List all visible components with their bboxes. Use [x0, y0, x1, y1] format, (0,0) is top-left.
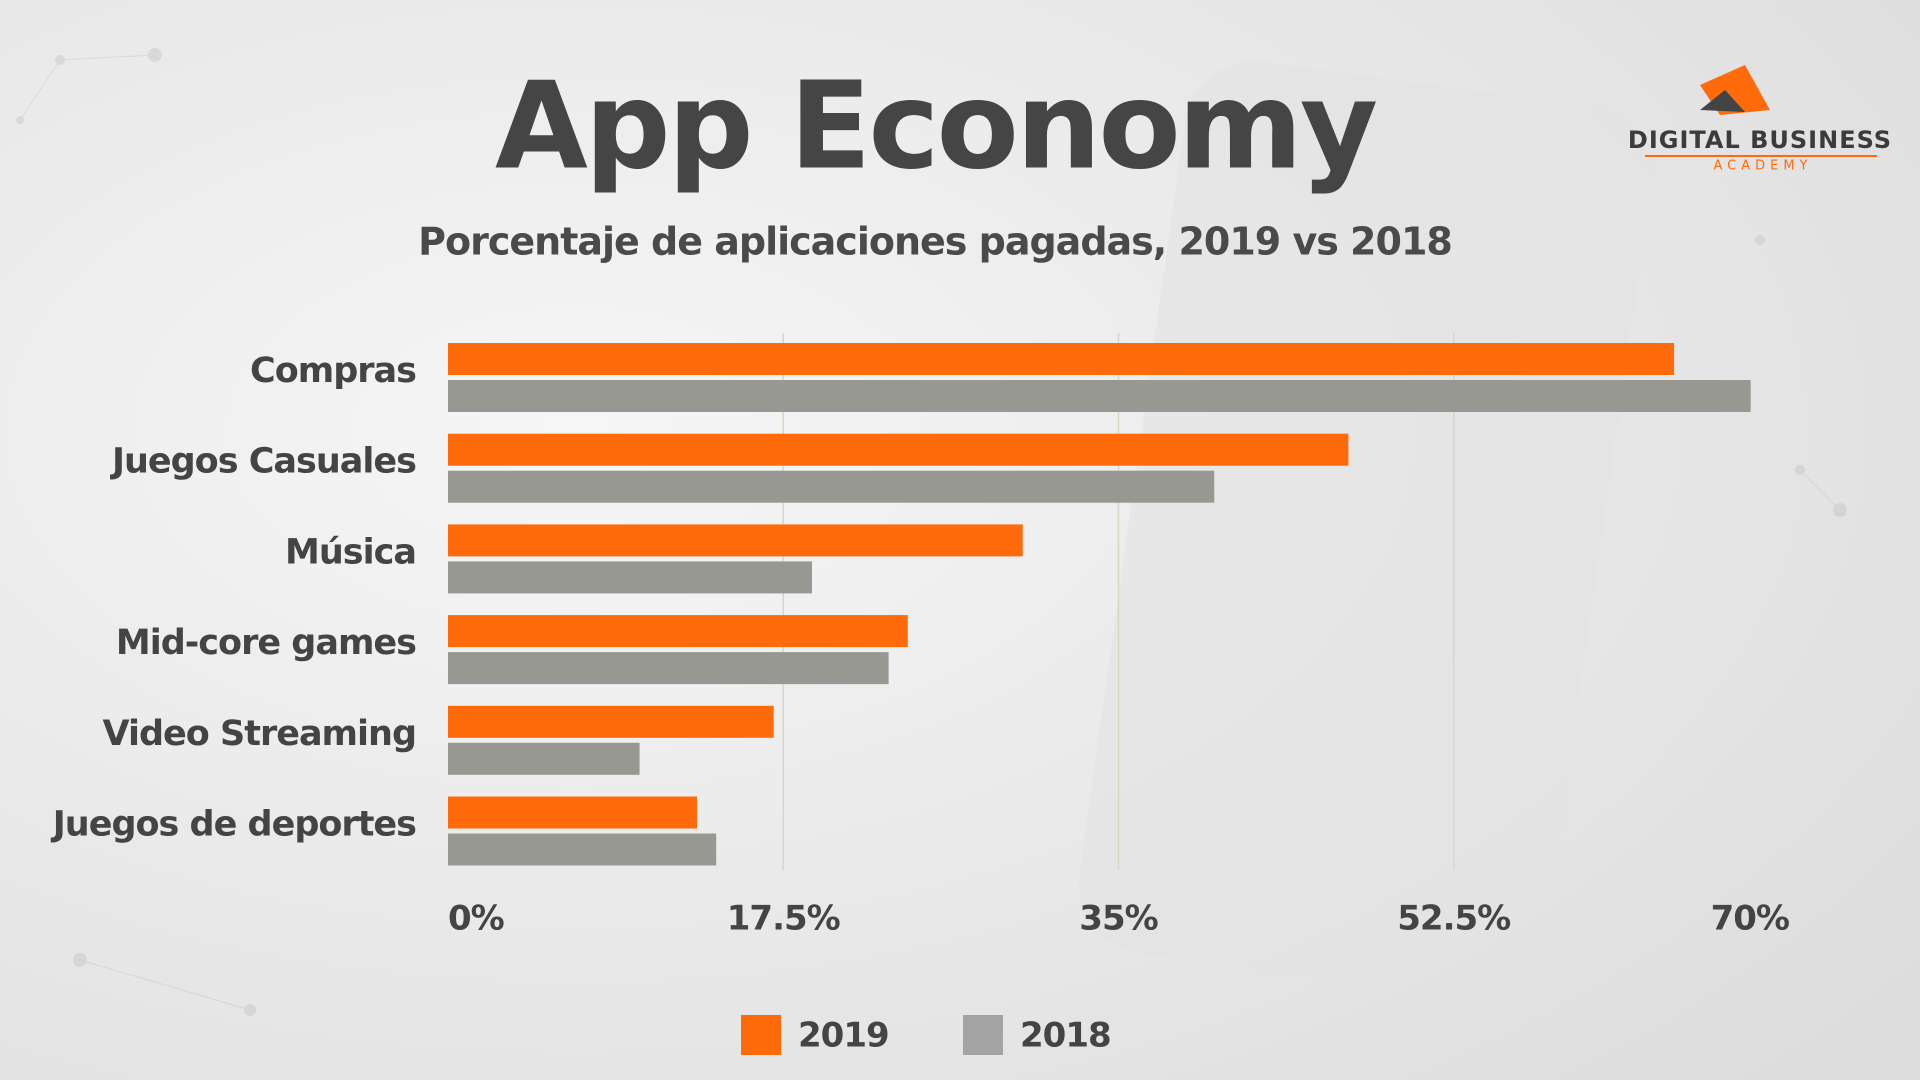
- bar: [448, 652, 889, 685]
- bar: [448, 742, 640, 775]
- logo-mark-dark: [1700, 90, 1745, 112]
- legend-label: 2019: [798, 1016, 889, 1056]
- y-tick-label: Juegos de deportes: [51, 805, 416, 845]
- network-decoration: [16, 48, 1847, 1016]
- y-tick-label: Música: [285, 532, 416, 572]
- bar: [448, 524, 1023, 557]
- bar: [448, 470, 1215, 503]
- logo-tagline: ACADEMY: [1713, 159, 1812, 174]
- bar: [448, 561, 812, 594]
- chart-subtitle: Porcentaje de aplicaciones pagadas, 2019…: [418, 220, 1452, 264]
- legend-swatch: [963, 1015, 1003, 1055]
- bar: [448, 380, 1751, 412]
- y-tick-label: Compras: [250, 351, 416, 391]
- x-tick-label: 70%: [1711, 899, 1789, 939]
- x-tick-label: 0%: [448, 899, 504, 939]
- x-tick-label: 35%: [1079, 899, 1157, 939]
- bar: [448, 343, 1675, 375]
- y-tick-label: Juegos Casuales: [110, 442, 416, 482]
- chart-title: App Economy: [495, 58, 1377, 197]
- x-tick-label: 17.5%: [727, 899, 840, 939]
- legend-label: 2018: [1020, 1016, 1111, 1056]
- logo-name: DIGITAL BUSINESS: [1628, 126, 1892, 154]
- legend-swatch: [741, 1015, 781, 1055]
- y-tick-label: Mid-core games: [116, 623, 416, 663]
- phone-silhouette: [1078, 60, 1652, 1000]
- y-tick-label: Video Streaming: [103, 714, 416, 754]
- x-tick-label: 52.5%: [1397, 899, 1510, 939]
- bar: [448, 833, 717, 866]
- bar: [448, 433, 1349, 466]
- bar: [448, 615, 908, 648]
- bar: [448, 705, 774, 738]
- bar: [448, 796, 698, 829]
